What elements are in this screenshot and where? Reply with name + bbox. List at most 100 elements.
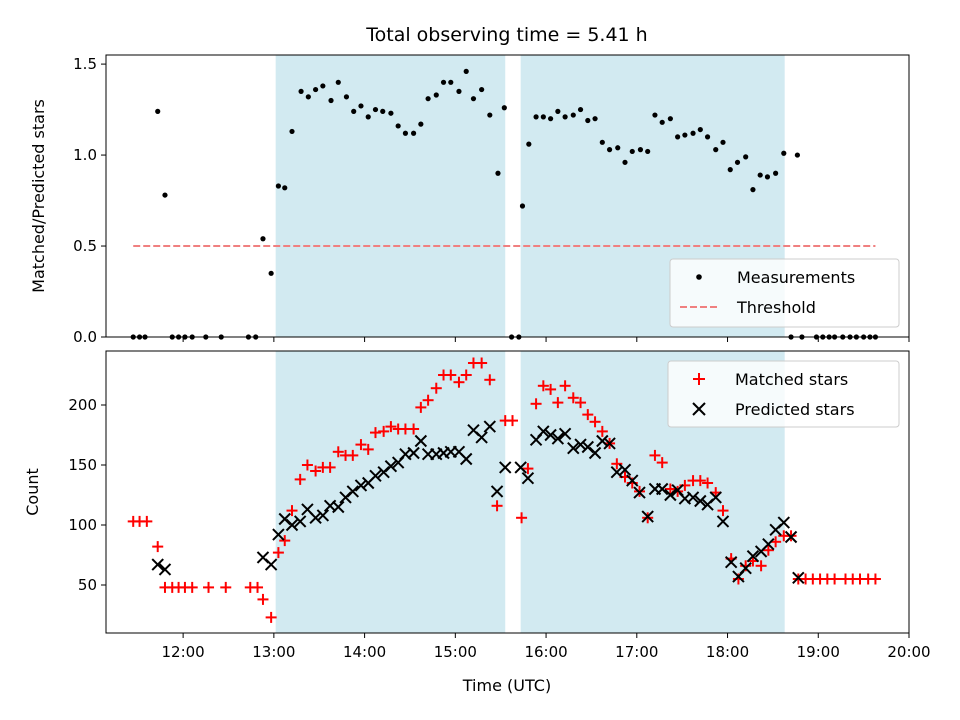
- measurement-point: [268, 270, 274, 276]
- measurement-point: [697, 126, 703, 133]
- matched-star-point: [141, 515, 153, 527]
- measurement-point: [750, 187, 756, 193]
- measurement-point: [645, 148, 651, 155]
- measurement-point: [629, 148, 635, 155]
- predicted-star-point: [739, 561, 752, 575]
- predicted-star-point: [151, 558, 164, 571]
- measurement-point: [615, 145, 621, 151]
- top-legend: Measurements Threshold: [669, 258, 900, 328]
- predicted-star-point: [596, 434, 609, 448]
- measurement-point: [781, 150, 787, 156]
- legend-x-marker: [692, 402, 706, 416]
- measurement-point: [599, 139, 605, 145]
- matched-star-point: [453, 376, 465, 388]
- measurement-point: [720, 139, 726, 145]
- legend-dot-marker: [696, 274, 702, 280]
- matched-star-point: [445, 369, 457, 381]
- measurement-point: [305, 94, 311, 100]
- matched-star-point: [186, 581, 198, 593]
- bottom-series: [127, 357, 881, 623]
- measurement-point: [162, 192, 168, 198]
- predicted-star-point: [792, 571, 805, 585]
- measurement-point: [312, 86, 319, 93]
- predicted-star-point: [332, 500, 345, 514]
- measurement-point: [585, 117, 591, 124]
- measurement-point: [637, 147, 644, 153]
- predicted-star-point: [490, 485, 504, 498]
- matched-star-point: [272, 547, 284, 559]
- y-tick-label: 1.0: [73, 146, 97, 164]
- matched-star-point: [347, 449, 359, 461]
- matched-star-point: [530, 398, 542, 410]
- y-tick-label: 1.5: [73, 55, 97, 73]
- measurement-point: [652, 112, 658, 118]
- predicted-star-point: [369, 469, 382, 483]
- y-tick-label: 0.5: [73, 237, 97, 255]
- predicted-star-point: [558, 427, 572, 441]
- predicted-star-point: [264, 558, 278, 571]
- matched-star-point: [611, 458, 623, 470]
- chart-title: Total observing time = 5.41 h: [365, 24, 647, 46]
- measurement-point: [713, 147, 719, 153]
- top-y-axis-label: Matched/Predicted stars: [29, 99, 48, 293]
- matched-star-point: [694, 475, 706, 487]
- matched-star-point: [332, 446, 344, 458]
- matched-star-point: [279, 535, 291, 547]
- legend-matched-stars: Matched stars: [735, 370, 848, 389]
- measurement-point: [456, 88, 462, 94]
- matched-star-point: [422, 394, 434, 406]
- measurement-point: [577, 106, 584, 113]
- matched-star-point: [589, 416, 601, 428]
- legend-plus-marker: [693, 373, 705, 385]
- measurement-point: [659, 119, 665, 125]
- predicted-star-point: [574, 438, 587, 451]
- legend-threshold: Threshold: [736, 298, 816, 317]
- predicted-star-point: [285, 518, 299, 532]
- predicted-star-point: [354, 479, 368, 492]
- predicted-star-point: [777, 516, 790, 529]
- matched-star-point: [460, 369, 472, 381]
- top-observing-windows: [275, 55, 785, 337]
- measurement-point: [343, 94, 350, 100]
- measurement-point: [395, 123, 401, 129]
- predicted-star-point: [626, 474, 639, 487]
- bottom-y-axis-label: Count: [23, 468, 42, 516]
- measurement-point: [365, 114, 371, 120]
- measurement-point: [540, 114, 546, 120]
- measurement-point: [380, 108, 386, 114]
- y-tick-label: 50: [78, 576, 97, 594]
- top-axes-frame: [105, 54, 910, 338]
- matched-star-point: [702, 477, 714, 489]
- predicted-star-point: [567, 441, 580, 455]
- predicted-star-point: [514, 461, 527, 474]
- x-tick-label: 15:00: [434, 643, 477, 661]
- matched-star-point: [286, 505, 298, 517]
- matched-star-point: [656, 457, 668, 469]
- x-tick-label: 17:00: [615, 643, 658, 661]
- measurement-point: [555, 108, 561, 114]
- predicted-star-point: [603, 437, 616, 450]
- predicted-star-point: [633, 486, 646, 499]
- predicted-star-point: [588, 446, 602, 460]
- measurement-point: [289, 128, 295, 135]
- predicted-star-point: [551, 432, 565, 445]
- predicted-star-point: [709, 491, 722, 504]
- measurement-point: [622, 159, 628, 165]
- predicted-star-point: [346, 485, 360, 498]
- matched-star-point: [324, 461, 336, 473]
- matched-star-point: [369, 427, 381, 439]
- matched-star-point: [220, 581, 232, 593]
- measurement-point: [487, 112, 493, 118]
- predicted-star-point: [483, 420, 497, 433]
- measurement-point: [533, 114, 539, 120]
- matched-star-point: [310, 465, 322, 477]
- bottom-y-ticks: 50 100 150 200: [68, 396, 106, 594]
- measurement-point: [675, 134, 681, 140]
- measurement-point: [562, 114, 568, 120]
- measurement-point: [743, 154, 749, 160]
- matched-star-point: [355, 439, 367, 451]
- predicted-star-point: [158, 563, 172, 576]
- matched-star-point: [582, 409, 594, 421]
- matched-star-point: [408, 423, 420, 435]
